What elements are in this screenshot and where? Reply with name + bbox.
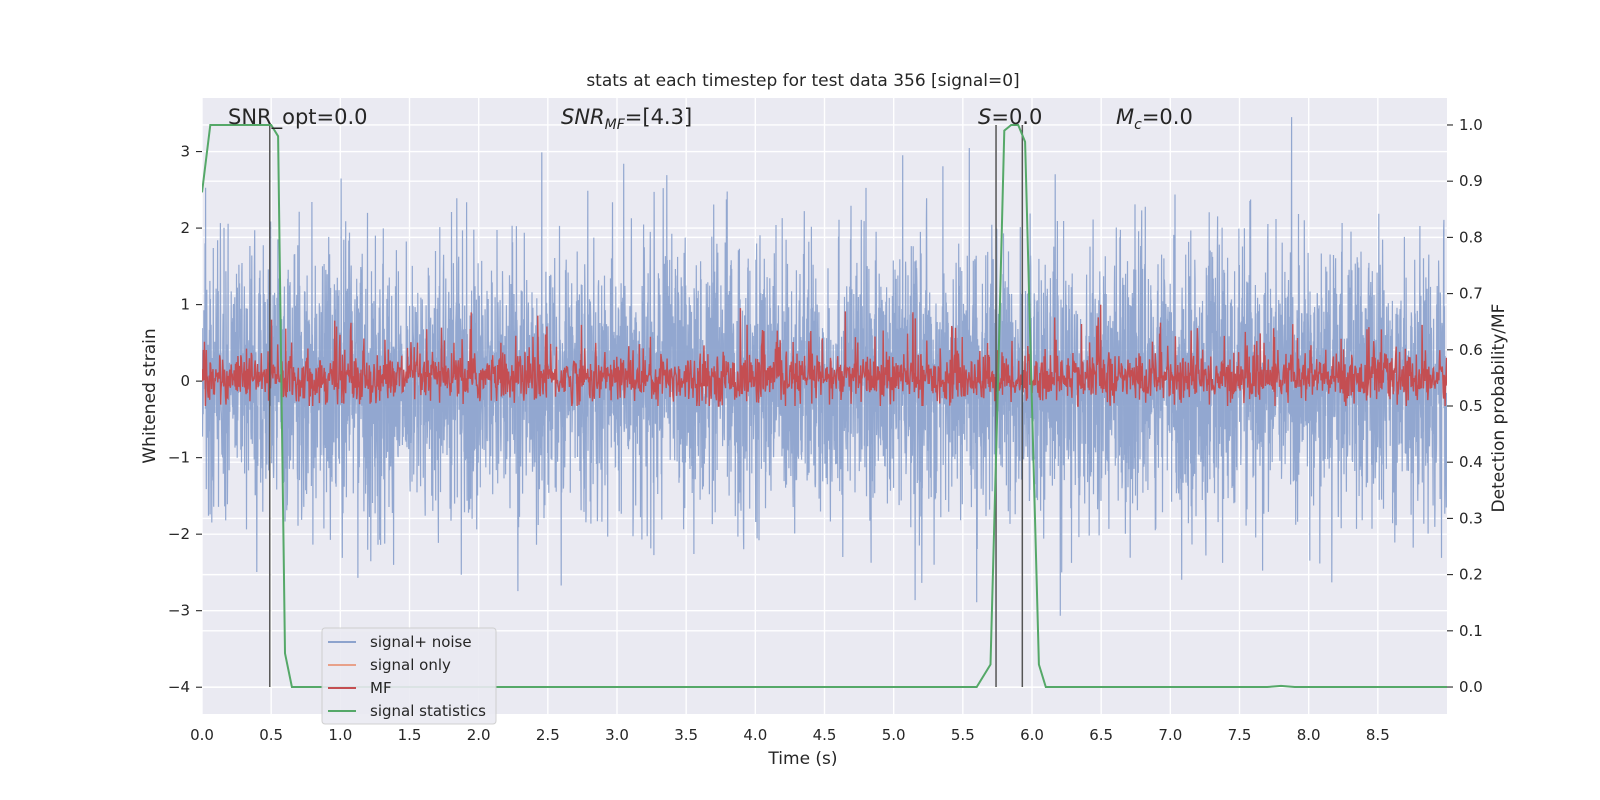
x-tick-label-11: 5.5 — [951, 726, 975, 744]
series-line-signal-statistics — [202, 124, 1447, 688]
vertical-markers — [269, 124, 1024, 688]
y-left-axis-ticks: 3 2 1 0 −1 −2 −3 −4 — [168, 143, 202, 696]
y-left-tick-label-4: −1 — [168, 449, 190, 467]
x-tick-label-0: 0.0 — [190, 726, 214, 744]
x-tick-label-8: 4.0 — [743, 726, 767, 744]
y-left-axis-label: Whitened strain — [140, 328, 160, 463]
legend-label-3: signal statistics — [370, 702, 486, 720]
series-line-signal-noise — [202, 117, 1447, 616]
y-left-tick-label-1: 2 — [180, 219, 190, 237]
y-left-tick-label-0: 3 — [180, 143, 190, 161]
legend-label-1: signal only — [370, 656, 451, 674]
annotation-2: S=0.0 — [978, 105, 1042, 129]
series-signal-statistics — [202, 124, 1447, 688]
x-tick-label-17: 8.5 — [1366, 726, 1390, 744]
y-right-tick-label-9: 0.1 — [1459, 622, 1483, 640]
legend: signal+ noise signal only MF signal statist… — [321, 627, 497, 725]
legend-label-2: MF — [370, 679, 392, 697]
annotations: SNR_opt=0.0 SNRMF=[4.3] S=0.0 Mc=0.0 — [228, 105, 1193, 133]
y-left-tick-label-6: −3 — [168, 602, 190, 620]
x-tick-label-10: 5.0 — [882, 726, 906, 744]
y-right-axis-label: Detection probability/MF — [1489, 304, 1509, 513]
y-right-tick-label-10: 0.0 — [1459, 678, 1483, 696]
x-axis-label: Time (s) — [767, 749, 837, 769]
y-right-tick-label-2: 0.8 — [1459, 228, 1483, 246]
x-tick-label-6: 3.0 — [605, 726, 629, 744]
y-right-tick-label-4: 0.6 — [1459, 341, 1483, 359]
x-tick-label-16: 8.0 — [1297, 726, 1321, 744]
y-right-tick-label-1: 0.9 — [1459, 172, 1483, 190]
y-right-tick-label-0: 1.0 — [1459, 116, 1483, 134]
annotation-3: Mc=0.0 — [1116, 105, 1193, 133]
y-right-tick-label-8: 0.2 — [1459, 566, 1483, 584]
legend-label-0: signal+ noise — [370, 633, 472, 651]
x-tick-label-3: 1.5 — [398, 726, 422, 744]
y-right-axis-ticks: 1.0 0.9 0.8 0.7 0.6 0.5 0.4 0.3 0.2 0.1 0.0 — [1447, 116, 1483, 696]
x-tick-label-5: 2.5 — [536, 726, 560, 744]
x-axis-ticks: 0.0 0.5 1.0 1.5 2.0 2.5 3.0 3.5 4.0 4.5 5.0 5.5 6.0 6… — [190, 726, 1390, 744]
y-right-tick-label-5: 0.5 — [1459, 397, 1483, 415]
y-left-tick-label-7: −4 — [168, 678, 190, 696]
series-layer — [202, 117, 1447, 688]
annotation-0: SNR_opt=0.0 — [228, 105, 368, 130]
annotation-1: SNRMF=[4.3] — [561, 105, 692, 133]
x-tick-label-4: 2.0 — [467, 726, 491, 744]
y-right-tick-label-7: 0.3 — [1459, 509, 1483, 527]
y-left-tick-label-2: 1 — [180, 296, 190, 314]
series-line-mf — [202, 304, 1447, 407]
legend-box — [321, 627, 497, 725]
y-left-tick-label-5: −2 — [168, 525, 190, 543]
chart-title: stats at each timestep for test data 356… — [586, 71, 1019, 91]
x-tick-label-15: 7.5 — [1228, 726, 1252, 744]
x-tick-label-9: 4.5 — [813, 726, 837, 744]
y-right-tick-label-3: 0.7 — [1459, 285, 1483, 303]
x-tick-label-12: 6.0 — [1020, 726, 1044, 744]
x-tick-label-7: 3.5 — [674, 726, 698, 744]
x-tick-label-14: 7.0 — [1158, 726, 1182, 744]
y-left-tick-label-3: 0 — [180, 372, 190, 390]
series-signal-noise — [202, 117, 1447, 616]
x-tick-label-1: 0.5 — [259, 726, 283, 744]
x-tick-label-2: 1.0 — [328, 726, 352, 744]
x-tick-label-13: 6.5 — [1089, 726, 1113, 744]
y-right-tick-label-6: 0.4 — [1459, 453, 1483, 471]
series-mf — [202, 304, 1447, 407]
